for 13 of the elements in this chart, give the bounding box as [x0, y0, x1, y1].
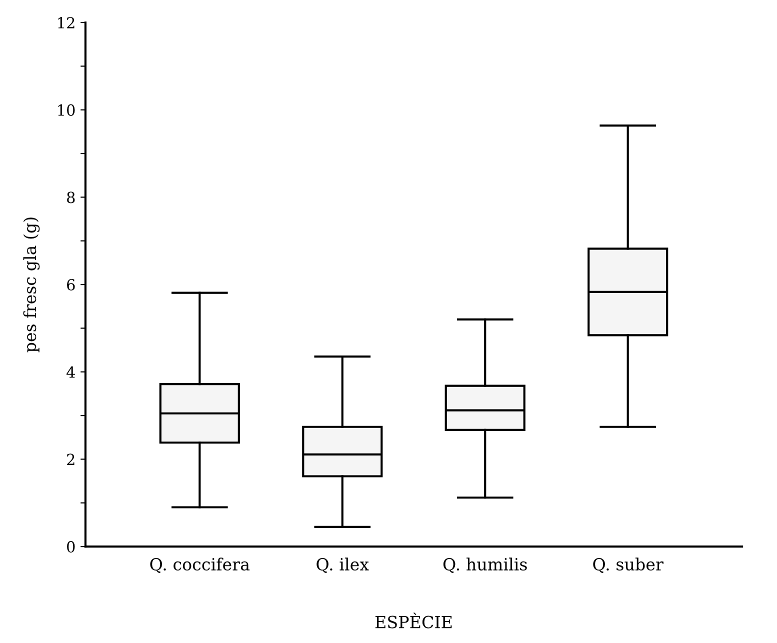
y-tick-label: 12	[58, 16, 74, 28]
x-tick-label: Q. humilis	[443, 558, 527, 573]
y-tick-label: 0	[67, 541, 75, 553]
x-tick-label: Q. ilex	[316, 558, 369, 573]
y-tick-label: 8	[67, 192, 75, 204]
x-tick-label: Q. coccifera	[150, 558, 250, 573]
y-tick-label: 4	[66, 366, 75, 378]
y-axis-title: pes fresc gla (g)	[23, 218, 40, 352]
y-tick-label: 2	[67, 454, 74, 466]
x-tick-label: Q. suber	[593, 558, 664, 573]
y-tick-label: 6	[67, 278, 75, 291]
x-axis-title: ESPÈCIE	[375, 612, 452, 628]
y-tick-label: 10	[58, 104, 75, 116]
